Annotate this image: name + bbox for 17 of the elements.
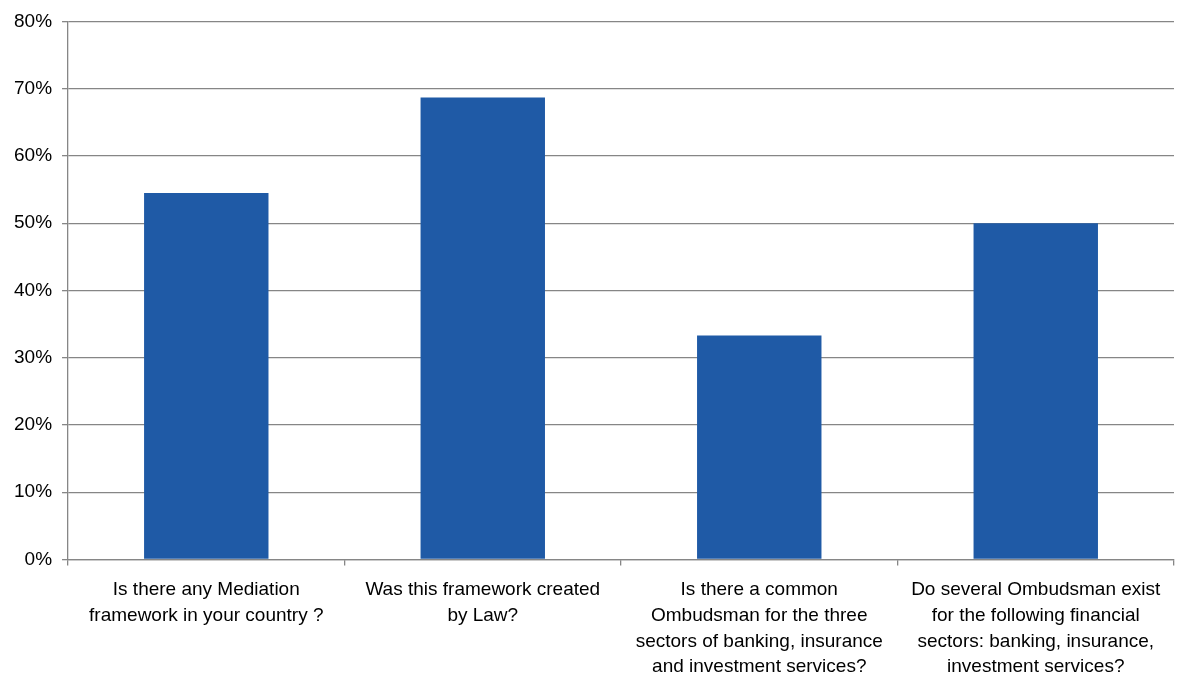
x-tick-label: Was this framework created by Law? (365, 578, 601, 626)
x-tick-label: Is there a common Ombudsman for the three sectors of banking, insurance and investment services? (635, 578, 883, 677)
y-tick-label: 20% (14, 413, 53, 435)
y-tick-label: 70% (14, 76, 53, 98)
y-tick-label: 80% (14, 9, 53, 31)
y-tick-label: 30% (14, 345, 53, 367)
y-tick-label: 10% (14, 480, 53, 502)
y-tick-label: 40% (14, 278, 53, 300)
bar (420, 97, 545, 559)
bar (697, 335, 822, 559)
bar (144, 192, 269, 559)
y-tick-label: 60% (14, 144, 53, 166)
bar (973, 223, 1098, 559)
x-tick-label: Is there any Mediation framework in your country ? (89, 578, 324, 626)
y-tick-label: 50% (14, 211, 53, 233)
y-tick-label: 0% (24, 547, 53, 569)
x-tick-label: Do several Ombudsman exist for the following financial sectors: banking, insurance, investment services? (911, 578, 1162, 677)
